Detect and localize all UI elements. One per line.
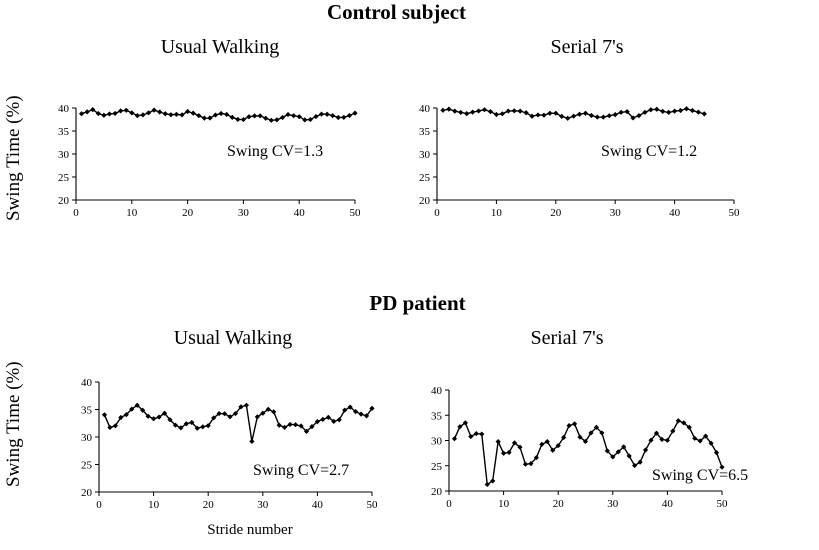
svg-text:25: 25 — [81, 460, 93, 472]
svg-text:40: 40 — [662, 498, 674, 510]
svg-text:20: 20 — [550, 207, 562, 219]
svg-text:40: 40 — [81, 377, 93, 389]
svg-text:10: 10 — [498, 498, 510, 510]
svg-text:20: 20 — [419, 195, 431, 207]
svg-text:35: 35 — [431, 410, 443, 422]
svg-text:30: 30 — [607, 498, 619, 510]
svg-text:0: 0 — [446, 498, 452, 510]
svg-text:20: 20 — [203, 499, 215, 511]
svg-text:20: 20 — [431, 486, 443, 498]
svg-text:50: 50 — [717, 498, 729, 510]
svg-text:50: 50 — [350, 207, 362, 219]
svg-text:0: 0 — [434, 207, 440, 219]
svg-text:40: 40 — [294, 207, 306, 219]
svg-text:35: 35 — [419, 126, 431, 138]
svg-text:20: 20 — [553, 498, 565, 510]
svg-text:25: 25 — [419, 172, 431, 184]
svg-text:40: 40 — [431, 385, 443, 397]
svg-text:0: 0 — [73, 207, 79, 219]
svg-text:20: 20 — [58, 195, 70, 207]
svg-text:30: 30 — [58, 149, 70, 161]
svg-text:30: 30 — [257, 499, 269, 511]
svg-text:30: 30 — [419, 149, 431, 161]
svg-text:25: 25 — [431, 461, 443, 473]
svg-text:30: 30 — [81, 432, 93, 444]
svg-text:30: 30 — [431, 436, 443, 448]
svg-text:35: 35 — [58, 126, 70, 138]
svg-text:30: 30 — [238, 207, 250, 219]
svg-text:10: 10 — [491, 207, 503, 219]
svg-text:20: 20 — [182, 207, 194, 219]
svg-text:20: 20 — [81, 487, 93, 499]
svg-text:10: 10 — [148, 499, 160, 511]
svg-text:25: 25 — [58, 172, 70, 184]
svg-text:10: 10 — [126, 207, 138, 219]
svg-text:40: 40 — [419, 103, 431, 115]
svg-text:40: 40 — [669, 207, 681, 219]
svg-text:40: 40 — [312, 499, 324, 511]
svg-text:40: 40 — [58, 103, 70, 115]
svg-text:35: 35 — [81, 405, 93, 417]
svg-text:30: 30 — [610, 207, 622, 219]
svg-text:50: 50 — [367, 499, 379, 511]
svg-text:50: 50 — [729, 207, 741, 219]
svg-text:0: 0 — [96, 499, 102, 511]
